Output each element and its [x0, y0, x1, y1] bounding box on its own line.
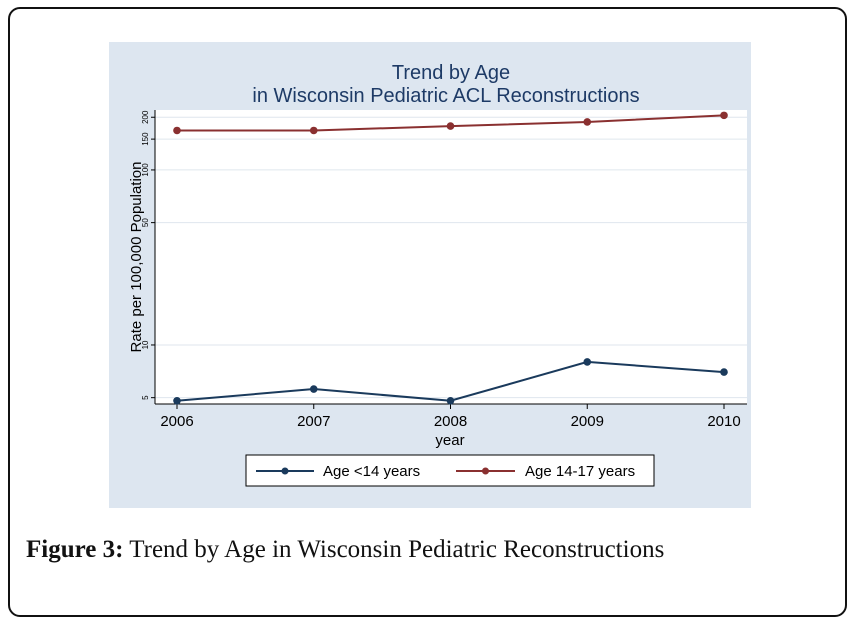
x-tick-label: 2008 — [434, 413, 467, 430]
y-tick-label: 5 — [141, 395, 150, 400]
y-tick-label: 100 — [141, 163, 150, 177]
caption-text: Trend by Age in Wisconsin Pediatric Reco… — [123, 536, 665, 563]
chart-svg: Trend by Age in Wisconsin Pediatric ACL … — [128, 62, 747, 487]
data-point — [173, 126, 181, 135]
y-tick-label: 10 — [141, 340, 150, 349]
legend-label: Age 14-17 years — [525, 463, 635, 480]
data-point — [173, 396, 181, 405]
x-tick-label: 2006 — [160, 413, 193, 430]
data-point — [583, 358, 592, 366]
figure-caption: Figure 3: Trend by Age in Wisconsin Pedi… — [26, 536, 664, 564]
chart-panel: Trend by Age in Wisconsin Pediatric ACL … — [109, 42, 751, 508]
data-point — [720, 111, 728, 120]
data-point — [446, 122, 455, 130]
legend: Age <14 years Age 14-17 years — [245, 454, 655, 487]
legend-label: Age <14 years — [323, 463, 420, 480]
y-axis-label: Rate per 100,000 Population — [128, 162, 145, 353]
data-point — [583, 118, 592, 126]
caption-label: Figure 3: — [26, 536, 124, 563]
x-axis-label: year — [435, 432, 464, 449]
legend-swatch-marker — [281, 467, 289, 475]
data-point — [720, 368, 728, 376]
legend-swatch-marker — [482, 467, 489, 475]
chart-subtitle: in Wisconsin Pediatric ACL Reconstructio… — [252, 85, 639, 107]
data-point — [309, 385, 318, 393]
x-tick-label: 2007 — [297, 413, 330, 430]
data-point — [309, 126, 318, 135]
data-point — [446, 396, 455, 405]
y-tick-label: 200 — [141, 110, 150, 124]
plot-area — [155, 110, 747, 404]
y-tick-label: 50 — [141, 218, 150, 227]
x-tick-label: 2009 — [571, 413, 604, 430]
y-tick-label: 150 — [141, 132, 150, 146]
x-tick-label: 2010 — [707, 413, 740, 430]
chart-title: Trend by Age — [392, 62, 510, 84]
